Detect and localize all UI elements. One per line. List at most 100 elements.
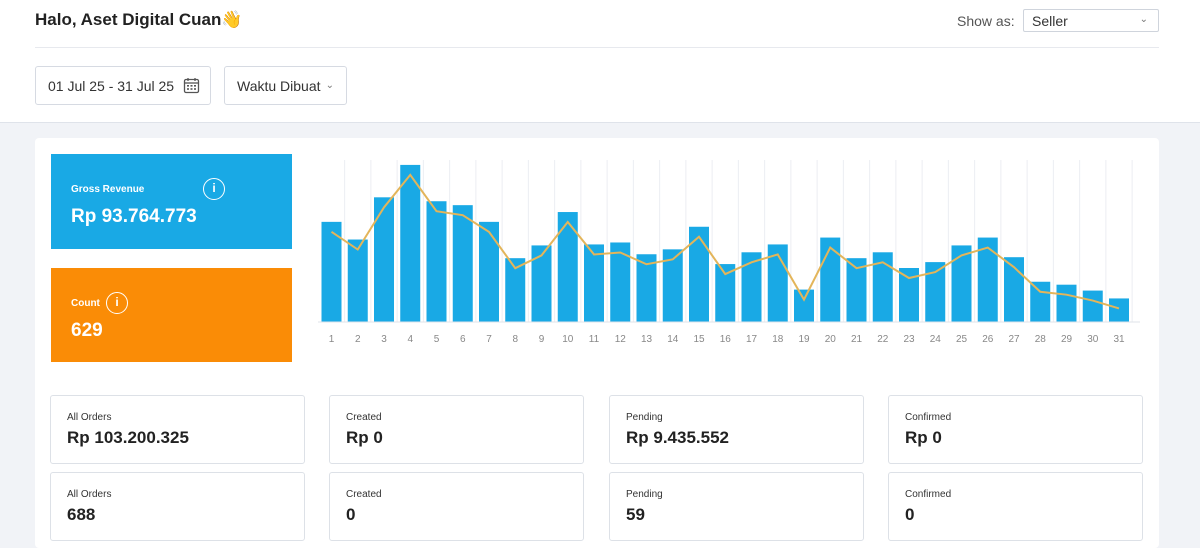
card-value: Rp 0	[905, 428, 942, 447]
card-label: Pending	[626, 412, 663, 423]
x-tick-label: 27	[1008, 334, 1020, 345]
x-tick-label: 26	[982, 334, 994, 345]
date-range-text: 01 Jul 25 - 31 Jul 25	[48, 78, 175, 94]
card-label: Confirmed	[905, 489, 952, 500]
x-tick-label: 24	[930, 334, 942, 345]
chevron-down-icon: ⌄	[1139, 14, 1148, 25]
x-tick-label: 17	[746, 334, 758, 345]
gross-revenue-tile: Gross Revenue i Rp 93.764.773	[51, 154, 292, 249]
summary-card-all-orders-amount: All Orders Rp 103.200.325	[50, 395, 305, 464]
chart-bar[interactable]	[977, 237, 998, 322]
card-label: All Orders	[67, 489, 112, 500]
x-tick-label: 20	[825, 334, 837, 345]
x-tick-label: 16	[720, 334, 732, 345]
x-tick-label: 23	[903, 334, 915, 345]
card-label: Confirmed	[905, 412, 952, 423]
show-as-select[interactable]: Seller ⌄	[1023, 9, 1159, 32]
card-value: 59	[626, 505, 645, 524]
chart-bar[interactable]	[689, 226, 709, 322]
trend-line	[330, 173, 1120, 310]
chart-bar[interactable]	[452, 205, 473, 322]
date-type-text: Waktu Dibuat	[237, 78, 321, 94]
card-value: 0	[346, 505, 356, 524]
chart-bar[interactable]	[794, 289, 814, 322]
chart-bar[interactable]	[715, 264, 736, 322]
card-label: Pending	[626, 489, 663, 500]
info-icon[interactable]: i	[203, 178, 225, 200]
chart-bar[interactable]	[846, 258, 867, 322]
chart-bar[interactable]	[479, 221, 499, 322]
count-label: Count	[71, 298, 100, 309]
divider	[35, 47, 1159, 48]
show-as-value: Seller	[1032, 13, 1068, 29]
chart-bar[interactable]	[374, 197, 394, 322]
chart-bar[interactable]	[426, 201, 447, 322]
info-icon[interactable]: i	[106, 292, 128, 314]
card-value: Rp 103.200.325	[67, 428, 189, 447]
summary-card-all-orders-count: All Orders 688	[50, 472, 305, 541]
chart-bar[interactable]	[925, 262, 946, 322]
calendar-icon	[183, 78, 200, 94]
x-tick-label: 14	[667, 334, 679, 345]
chart-bar[interactable]	[741, 252, 762, 322]
x-tick-label: 21	[851, 334, 863, 345]
chart-bar[interactable]	[610, 242, 631, 322]
x-tick-label: 10	[562, 334, 574, 345]
x-tick-label: 11	[589, 334, 600, 345]
greeting-text: Halo, Aset Digital Cuan	[35, 10, 222, 29]
count-tile: Count i 629	[51, 268, 292, 362]
summary-card-pending-count: Pending 59	[609, 472, 864, 541]
page-title: Halo, Aset Digital Cuan👋	[35, 9, 243, 31]
date-type-dropdown[interactable]: Waktu Dibuat ⌄	[224, 66, 347, 105]
summary-card-created-amount: Created Rp 0	[329, 395, 584, 464]
x-tick-label: 7	[486, 334, 492, 345]
chart-bar[interactable]	[531, 245, 552, 322]
chart-bar[interactable]	[557, 212, 578, 322]
chart-bar[interactable]	[820, 237, 841, 322]
chevron-down-icon: ⌄	[325, 80, 334, 91]
chart-bar[interactable]	[899, 268, 919, 322]
chart-bar[interactable]	[636, 254, 657, 322]
card-value: Rp 9.435.552	[626, 428, 730, 447]
x-tick-label: 5	[434, 334, 440, 345]
summary-card-created-count: Created 0	[329, 472, 584, 541]
daily-revenue-chart: 1 2 3 4 5 6 7 8 9 10 11 12 13 14 15 16 17 18 19 20 21 22 23 24 2…	[318, 160, 1140, 345]
card-label: Created	[346, 412, 382, 423]
show-as-label: Show as:	[957, 13, 1015, 29]
x-tick-label: 19	[798, 334, 810, 345]
x-tick-label: 25	[956, 334, 968, 345]
chart-bar[interactable]	[872, 252, 893, 322]
summary-card-pending-amount: Pending Rp 9.435.552	[609, 395, 864, 464]
card-value: 688	[67, 505, 96, 524]
x-tick-label: 3	[381, 334, 387, 345]
x-tick-label: 22	[877, 334, 889, 345]
x-tick-label: 8	[512, 334, 518, 345]
card-value: 0	[905, 505, 915, 524]
chart-bar[interactable]	[584, 244, 604, 322]
chart-bar[interactable]	[400, 164, 421, 322]
x-tick-label: 29	[1061, 334, 1073, 345]
chart-bar[interactable]	[1082, 290, 1103, 322]
x-tick-label: 12	[615, 334, 627, 345]
x-tick-label: 1	[329, 334, 335, 345]
chart-bar[interactable]	[1056, 284, 1077, 322]
x-tick-label: 31	[1113, 334, 1125, 345]
chart-bar[interactable]	[505, 258, 526, 322]
x-tick-label: 15	[693, 334, 705, 345]
chart-bar[interactable]	[1109, 298, 1129, 322]
chart-bar[interactable]	[662, 249, 683, 322]
x-tick-label: 9	[539, 334, 545, 345]
x-tick-label: 4	[407, 334, 413, 345]
card-value: Rp 0	[346, 428, 383, 447]
count-value: 629	[71, 320, 103, 341]
chart-bar[interactable]	[951, 245, 972, 322]
card-label: Created	[346, 489, 382, 500]
chart-bar[interactable]	[1030, 281, 1051, 322]
chart-bar[interactable]	[321, 221, 342, 322]
wave-emoji: 👋	[221, 10, 243, 29]
date-range-picker[interactable]: 01 Jul 25 - 31 Jul 25	[35, 66, 211, 105]
chart-bar[interactable]	[347, 239, 368, 322]
x-tick-label: 2	[355, 334, 361, 345]
chart-bar[interactable]	[1004, 257, 1024, 322]
top-bar: Halo, Aset Digital Cuan👋 Show as: Seller…	[0, 0, 1200, 123]
